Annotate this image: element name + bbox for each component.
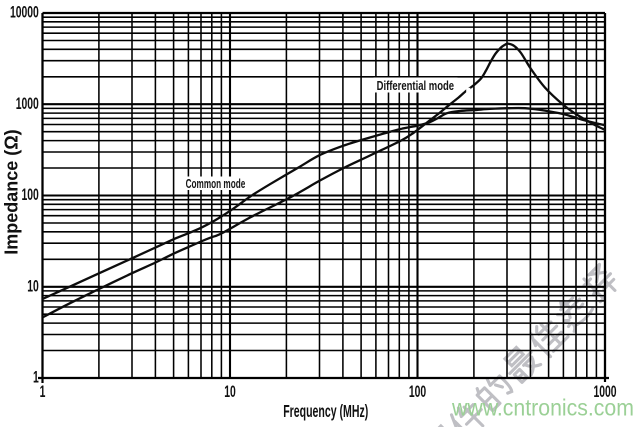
svg-text:Frequency (MHz): Frequency (MHz) bbox=[283, 402, 368, 422]
svg-text:1: 1 bbox=[33, 368, 39, 386]
svg-text:Impedance (Ω): Impedance (Ω) bbox=[2, 129, 22, 254]
svg-text:10: 10 bbox=[224, 383, 236, 401]
svg-text:10000: 10000 bbox=[10, 3, 39, 21]
svg-text:1000: 1000 bbox=[593, 383, 616, 401]
svg-text:100: 100 bbox=[21, 186, 39, 204]
svg-text:1: 1 bbox=[40, 383, 46, 401]
svg-text:Differential mode: Differential mode bbox=[377, 80, 454, 94]
svg-text:100: 100 bbox=[409, 383, 427, 401]
svg-text:www.cntronics.com: www.cntronics.com bbox=[451, 395, 634, 421]
svg-text:1000: 1000 bbox=[16, 95, 39, 113]
svg-text:10: 10 bbox=[27, 277, 39, 295]
svg-text:Common mode: Common mode bbox=[186, 177, 246, 191]
